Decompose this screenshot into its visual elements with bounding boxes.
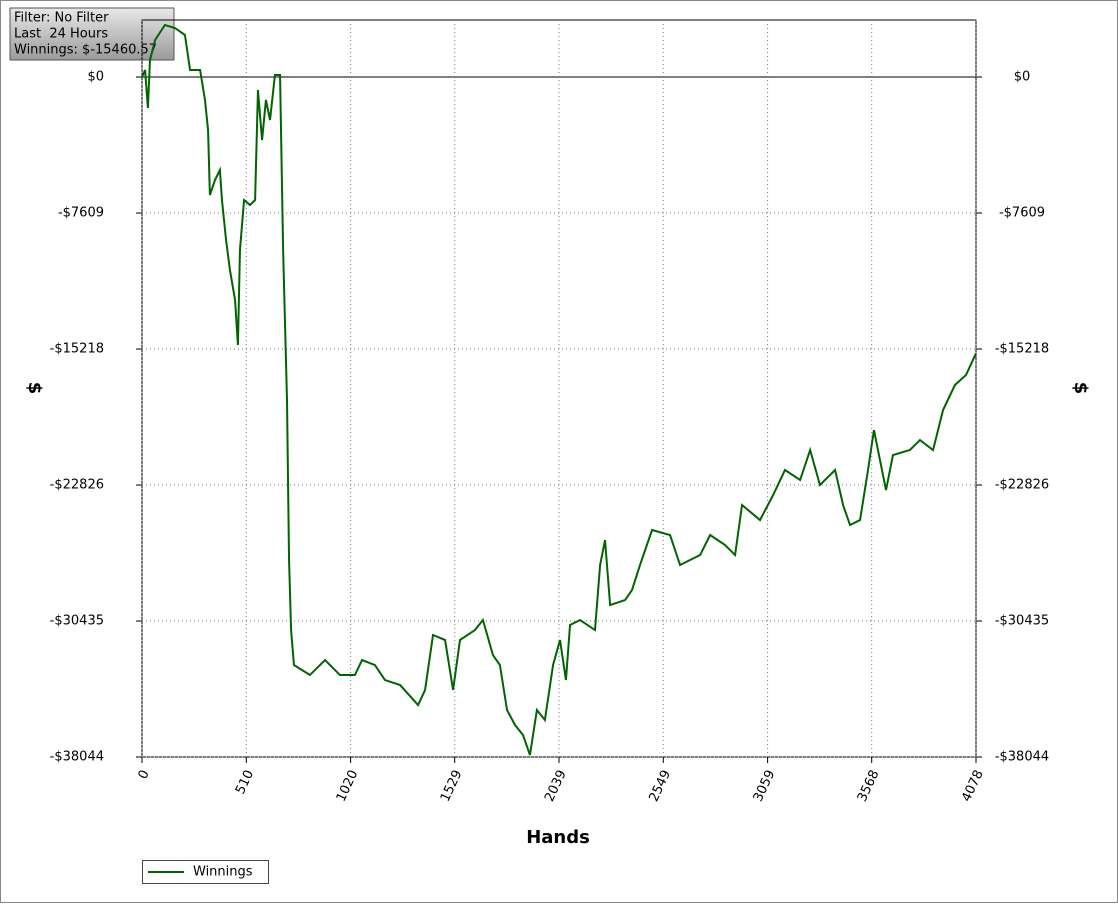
y2-axis-title: $ [1070, 382, 1091, 395]
y-tick-label: -$22826 [50, 477, 104, 492]
y2-tick-label: -$22826 [995, 477, 1049, 492]
y-tick-label: $0 [87, 70, 104, 85]
legend-box [142, 860, 269, 884]
info-box [9, 7, 175, 61]
y-axis-title: $ [24, 382, 45, 395]
info-text: Filter: No Filter [14, 11, 109, 26]
series-line [141, 23, 977, 756]
y-tick-label: -$15218 [50, 342, 104, 357]
y2-tick-label: -$38044 [995, 750, 1049, 765]
y-tick-label: -$7609 [58, 206, 104, 221]
y-tick-label: -$38044 [50, 750, 104, 765]
info-text: Winnings: $-15460.57 [14, 43, 157, 58]
y2-tick-label: -$7609 [999, 206, 1045, 221]
x-axis-title: Hands [526, 827, 590, 848]
y2-tick-label: $0 [1014, 70, 1031, 85]
info-text: Last 24 Hours [14, 27, 108, 42]
y2-tick-label: -$15218 [995, 342, 1049, 357]
legend-label: Winnings [193, 865, 253, 880]
y-tick-label: -$30435 [50, 613, 104, 628]
y2-tick-label: -$30435 [995, 613, 1049, 628]
